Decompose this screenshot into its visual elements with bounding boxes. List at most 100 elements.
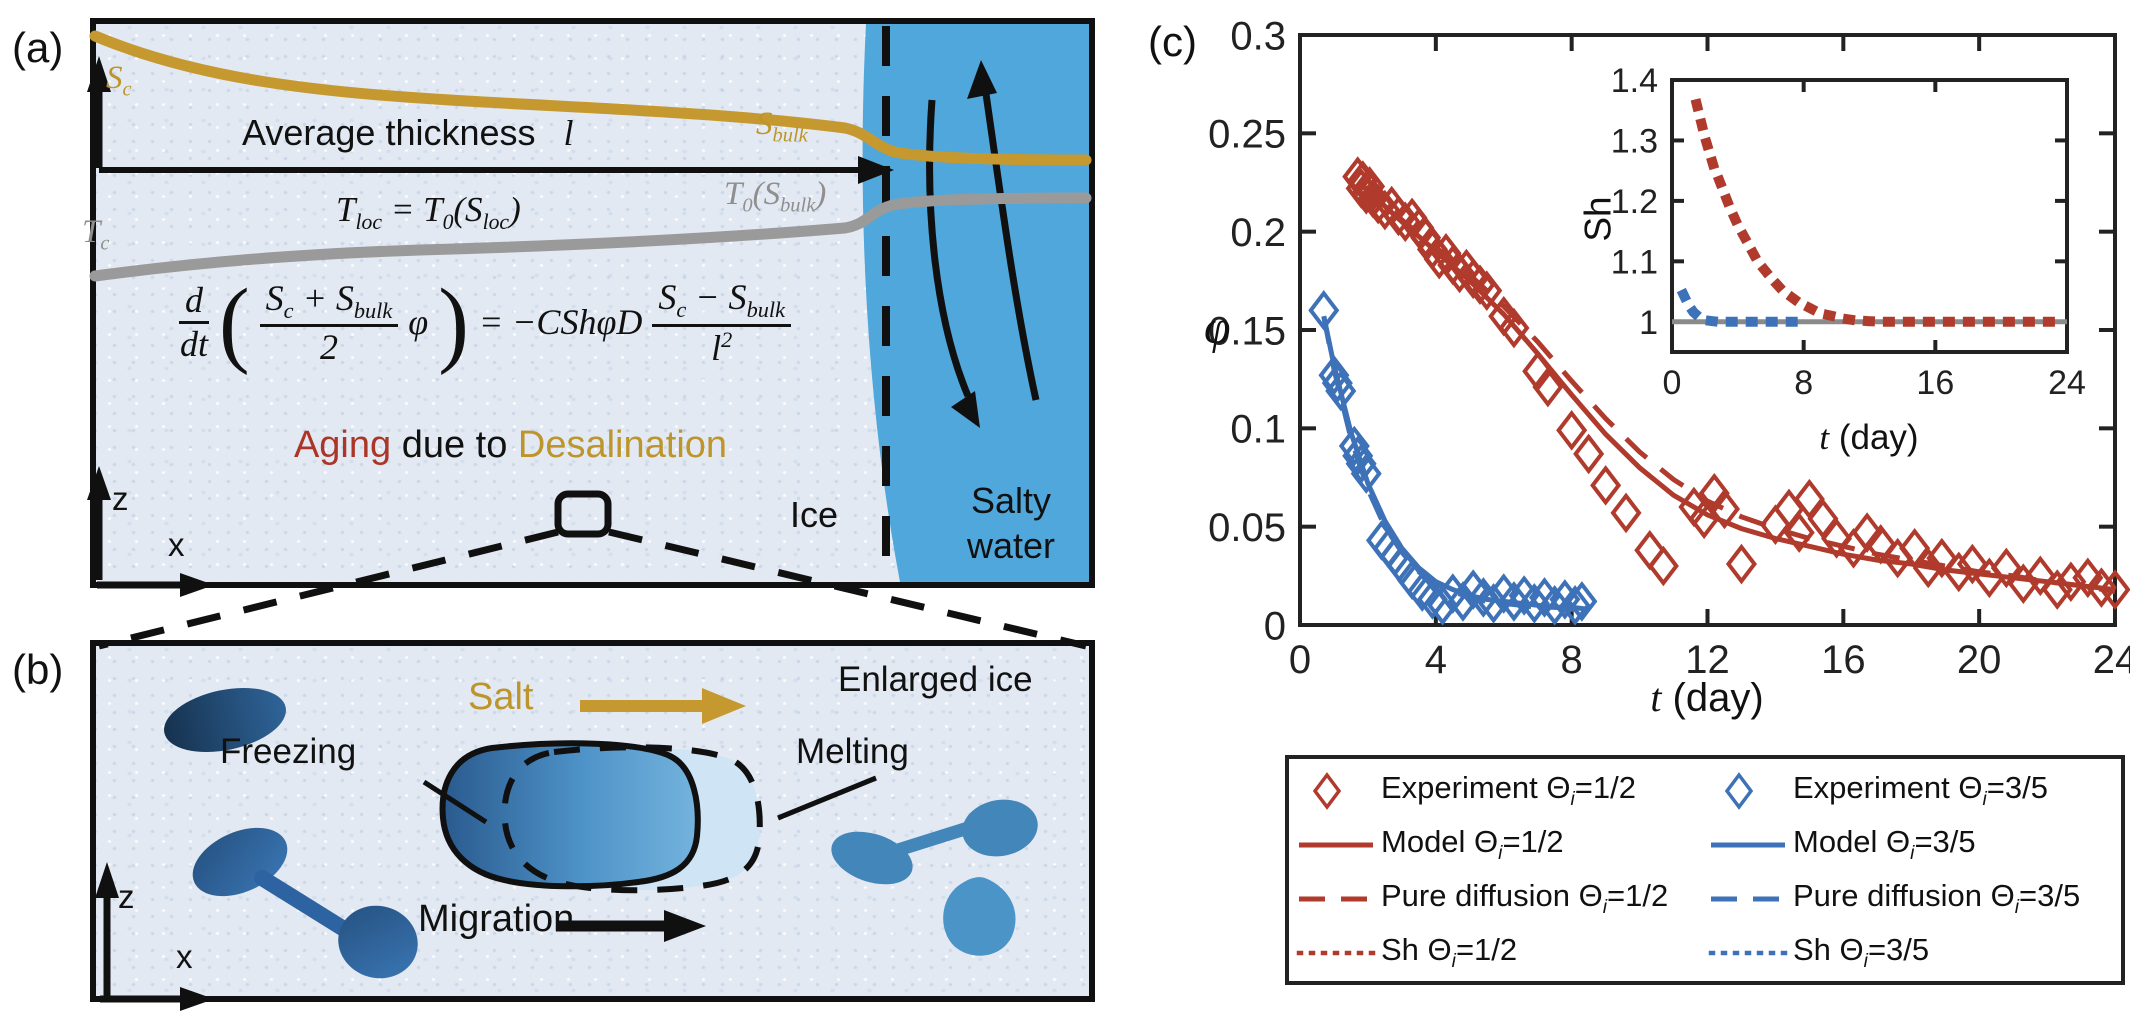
series-experiment-theta-i-1-2: [1342, 156, 2130, 610]
solid-marker-icon: [1711, 842, 1785, 848]
inset-plot-y-tick-label: 1.2: [1611, 183, 1658, 221]
inset-plot-x-tick-label: 8: [1794, 364, 1813, 402]
data-point-diamond: [1990, 547, 2022, 589]
data-point-diamond: [1943, 551, 1975, 593]
local-temperature-relation: Tloc = T0(Sloc): [336, 190, 521, 234]
data-point-diamond: [1559, 585, 1591, 626]
legend-grid: Experiment Θi=1/2 Experiment Θi=3/5 Model …: [1289, 759, 2121, 980]
inset-plot-y-tick-label: 1.4: [1611, 62, 1658, 100]
main-x-label-var: t: [1650, 675, 1662, 720]
legend-item-experiment-theta-i-3-5: Experiment Θi=3/5: [1707, 764, 2119, 818]
data-point-diamond: [1912, 547, 1944, 589]
melting-label: Melting: [796, 732, 909, 771]
enlarged-ice-label: Enlarged ice: [838, 660, 1033, 699]
panel-a-x-label: x: [168, 526, 185, 563]
data-point-diamond: [1532, 366, 1564, 408]
average-thickness-label: Average thickness l: [242, 112, 574, 154]
salinity-curve: [89, 30, 1092, 166]
eq-dt: dt: [180, 324, 209, 365]
main-plot-y-tick-label: 0.15: [1208, 309, 1286, 353]
main-y-axis-label: φ: [1204, 301, 1231, 354]
inset-x-label-var: t: [1819, 418, 1830, 457]
freezing-pointer: [422, 779, 488, 825]
data-point-diamond: [2099, 569, 2130, 610]
convection-arrowhead-up: [967, 60, 997, 99]
series-sh-theta-i-1-2: [1690, 98, 2072, 327]
aging-word: Aging: [293, 424, 392, 466]
panel-a-z-arrowhead: [87, 466, 111, 500]
thickness-arrowhead: [858, 156, 894, 184]
main-plot-x-tick-label: 0: [1289, 638, 1311, 682]
legend-item-sh-theta-i-3-5: Sh Θi=3/5: [1707, 926, 2119, 980]
data-point-diamond: [1498, 307, 1530, 349]
data-point-diamond: [1634, 529, 1666, 571]
legend-item-pure-diffusion-theta-i-3-5: Pure diffusion Θi=3/5: [1707, 872, 2119, 926]
dotted-marker-icon: [1296, 950, 1376, 956]
main-plot-y-tick-label: 0: [1264, 604, 1286, 648]
brine-dumbbell-right: [831, 799, 1038, 885]
temperature-curve: [89, 192, 1092, 282]
data-point-diamond: [1342, 435, 1374, 477]
inset-plot-y-tick-label: 1: [1639, 304, 1658, 342]
chart-legend: Experiment Θi=1/2 Experiment Θi=3/5 Model …: [1285, 755, 2125, 985]
convection-arrowhead-down: [951, 391, 980, 428]
data-point-diamond: [1350, 453, 1382, 494]
legend-item-experiment-theta-i-1-2: Experiment Θi=1/2: [1295, 764, 1707, 818]
data-point-diamond: [1498, 581, 1530, 622]
inclusion-current: [439, 740, 701, 890]
legend-label-model-theta-i-1-2: Model Θi=1/2: [1381, 824, 1564, 865]
main-x-axis-label: t (day): [1597, 674, 1817, 721]
diamond-marker-icon: [1724, 772, 1754, 810]
data-point-diamond: [2007, 563, 2039, 604]
data-point-diamond: [1539, 585, 1571, 626]
average-thickness-text: Average thickness: [242, 112, 536, 153]
panel-b-z-label: z: [118, 878, 135, 915]
main-plot-x-tick-label: 20: [1957, 638, 2002, 682]
zoom-box: [554, 490, 612, 538]
main-plot-x-tick-label: 12: [1685, 638, 1730, 682]
eq-rhs: = −CShφD: [478, 302, 643, 343]
legend-item-model-theta-i-3-5: Model Θi=3/5: [1707, 818, 2119, 872]
data-point-diamond: [1926, 537, 1958, 579]
eq-frac1-num: Sc + Sbulk: [259, 278, 399, 328]
eq-frac2-den: l2: [711, 326, 733, 368]
panel-a-z-label: z: [112, 480, 129, 517]
aging-caption: Aging due to Desalination: [248, 424, 773, 467]
brine-blob-teardrop: [943, 877, 1016, 956]
data-point-diamond: [1865, 524, 1897, 565]
legend-label-model-theta-i-3-5: Model Θi=3/5: [1793, 824, 1976, 865]
data-point-diamond: [1590, 465, 1622, 506]
zoom-connector-left: [98, 528, 559, 650]
eq-phi: φ: [408, 302, 429, 343]
salty-water-label: Salty water: [926, 478, 1096, 568]
main-plot-y-tick-label: 0.25: [1208, 113, 1286, 157]
legend-label-pure-diffusion-theta-i-3-5: Pure diffusion Θi=3/5: [1793, 878, 2081, 919]
dotted-marker-icon: [1708, 950, 1788, 956]
eq-frac2-num: Sc − Sbulk: [652, 278, 791, 327]
legend-item-pure-diffusion-theta-i-1-2: Pure diffusion Θi=1/2: [1295, 872, 1707, 926]
data-point-diamond: [1308, 290, 1340, 331]
data-point-diamond: [1325, 370, 1357, 412]
data-point-diamond: [2055, 561, 2087, 603]
data-point-diamond: [1471, 270, 1503, 311]
data-point-diamond: [1518, 583, 1550, 624]
data-point-diamond: [1807, 498, 1839, 540]
data-point-diamond: [1610, 492, 1642, 534]
legend-label-sh-theta-i-1-2: Sh Θi=1/2: [1381, 932, 1518, 973]
data-point-diamond: [1566, 581, 1598, 622]
inset-plot-x-tick-label: 0: [1663, 364, 1682, 402]
temperature-curve-label: Tc: [82, 214, 110, 255]
inset-plot-x-tick-label: 16: [1916, 364, 1954, 402]
main-plot-x-tick-label: 4: [1425, 638, 1447, 682]
data-point-diamond: [1793, 478, 1825, 520]
legend-label-experiment-theta-i-1-2: Experiment Θi=1/2: [1381, 770, 1636, 811]
dashed-marker-icon: [1299, 896, 1377, 902]
series-pure-diffusion-theta-i-1-2: [1359, 182, 2116, 595]
diamond-marker-icon: [1312, 772, 1342, 810]
salt-label: Salt: [468, 676, 534, 718]
panel-b-label: (b): [12, 646, 64, 693]
legend-label-pure-diffusion-theta-i-1-2: Pure diffusion Θi=1/2: [1381, 878, 1669, 919]
data-point-diamond: [1956, 543, 1988, 585]
